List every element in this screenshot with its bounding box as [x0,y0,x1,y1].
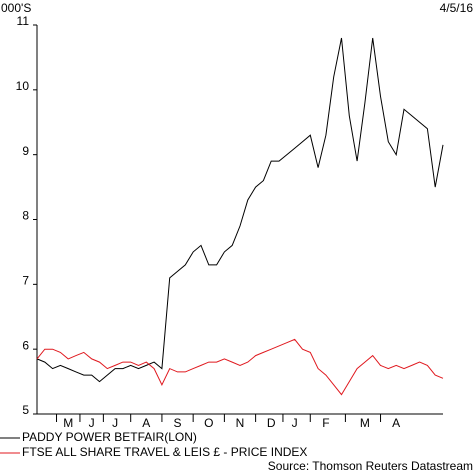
x-tick-label: A [142,416,150,430]
x-tick-label: N [236,416,245,430]
x-tick-label: S [174,416,182,430]
x-tick-label: J [89,416,95,430]
y-axis-unit: 000'S [1,1,31,15]
chart-date: 4/5/16 [440,1,474,15]
x-tick-label: J [292,416,298,430]
series-line [36,338,444,396]
y-tick-label: 6 [22,338,29,352]
x-tick-label: A [392,416,400,430]
x-tick-label: M [360,416,370,430]
x-tick-label: F [322,416,329,430]
source: Source: Thomson Reuters Datastream [268,459,473,473]
x-tick-label: M [63,416,73,430]
x-tick-label: O [204,416,213,430]
x-tick-label: J [112,416,118,430]
y-tick-label: 8 [22,209,29,223]
y-tick-label: 11 [17,14,30,28]
series-line [36,37,444,383]
y-tick-label: 10 [16,79,30,93]
legend-label: PADDY POWER BETFAIR(LON) [22,430,197,444]
y-tick-label: 7 [22,274,29,288]
y-tick-label: 9 [22,144,29,158]
y-tick-label: 5 [22,403,29,417]
x-tick-label: D [267,416,276,430]
legend-label: FTSE ALL SHARE TRAVEL & LEIS £ - PRICE I… [22,445,307,459]
